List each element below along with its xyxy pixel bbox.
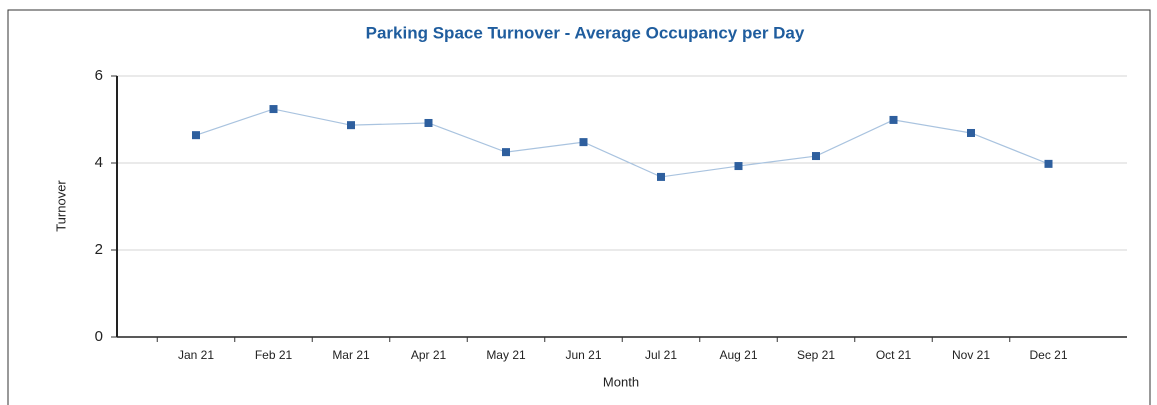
point	[579, 138, 588, 147]
x-tick-label: Jun 21	[565, 348, 601, 362]
x-tick-label: Aug 21	[719, 348, 757, 362]
x-tick-label: Jan 21	[178, 348, 214, 362]
x-tick-label: Sep 21	[797, 348, 835, 362]
x-tick-label: Dec 21	[1029, 348, 1067, 362]
y-tick-label: 6	[95, 67, 103, 84]
y-tick-label: 0	[95, 328, 103, 345]
point	[269, 105, 278, 114]
point	[734, 162, 743, 171]
x-axis-label: Month	[603, 374, 639, 389]
point	[812, 152, 820, 161]
point	[657, 172, 665, 181]
y-tick-label: 2	[95, 241, 103, 258]
x-tick-label: May 21	[486, 348, 526, 362]
point	[424, 118, 433, 127]
point	[502, 148, 510, 157]
chart-title: Parking Space Turnover - Average Occupan…	[366, 23, 805, 42]
x-tick-label: Apr 21	[411, 348, 447, 362]
x-tick-label: Mar 21	[332, 348, 370, 362]
point	[967, 128, 975, 137]
y-tick-label: 4	[95, 154, 103, 171]
series-line	[195, 108, 1049, 178]
x-tick-label: Jul 21	[645, 348, 677, 362]
y-axis-label: Turnover	[53, 180, 68, 232]
point	[889, 115, 898, 124]
x-tick-label: Oct 21	[876, 348, 912, 362]
chart-frame	[7, 9, 1151, 405]
point	[192, 131, 200, 140]
x-tick-label: Feb 21	[255, 348, 293, 362]
point	[1044, 159, 1053, 168]
x-tick-label: Nov 21	[952, 348, 990, 362]
point	[347, 121, 355, 130]
